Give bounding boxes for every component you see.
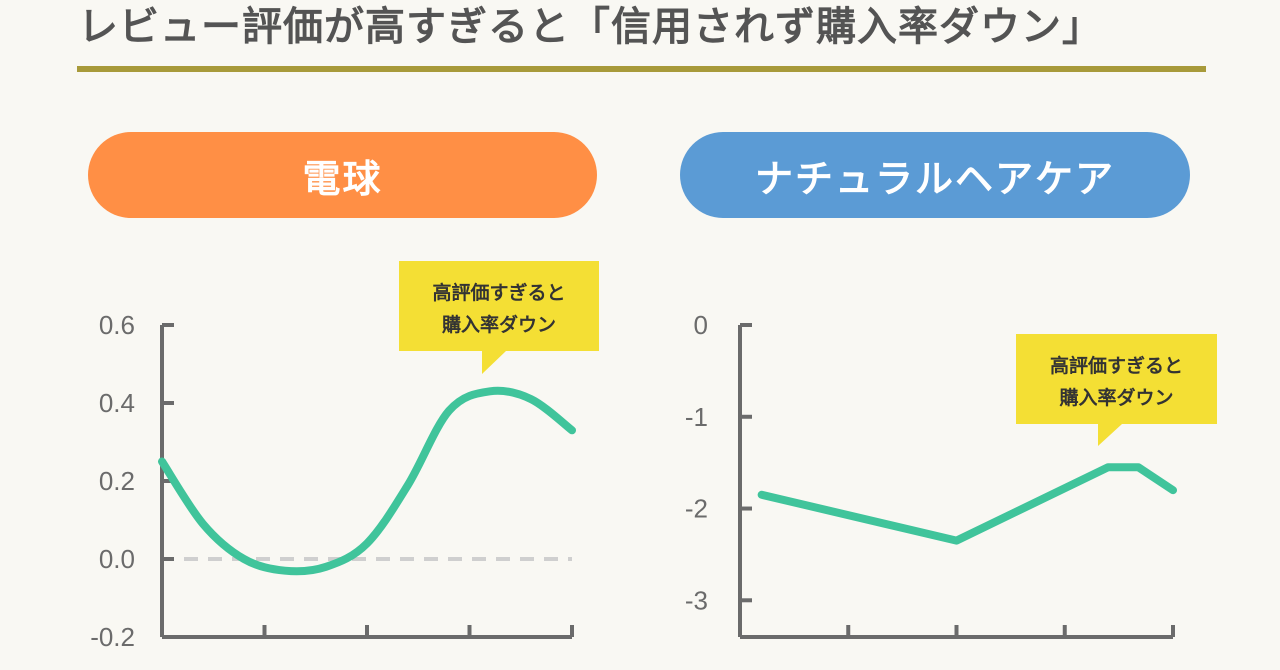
- y-tick-label: -0.2: [90, 622, 135, 652]
- page-title: レビュー評価が高すぎると「信用されず購入率ダウン」: [78, 4, 1103, 50]
- annotation-text-line2: 購入率ダウン: [442, 313, 556, 336]
- y-tick-label: 0.2: [99, 466, 135, 496]
- y-tick-label: 0.4: [99, 388, 135, 418]
- y-tick-label: 0: [694, 310, 708, 340]
- y-tick-label: -1: [685, 402, 708, 432]
- annotation-text-line2: 購入率ダウン: [1059, 386, 1173, 409]
- title-underline: [77, 66, 1206, 72]
- annotation-callout: [1016, 334, 1217, 446]
- y-tick-label: -3: [685, 585, 708, 615]
- annotation-text-line1: 高評価すぎると: [1050, 354, 1183, 377]
- annotation-text-line1: 高評価すぎると: [432, 281, 565, 304]
- y-tick-label: 0.6: [99, 310, 135, 340]
- series-line: [158, 386, 576, 576]
- panel-label-left: 電球: [88, 132, 597, 218]
- panel-label-right: ナチュラルヘアケア: [680, 132, 1190, 218]
- y-tick-label: 0.0: [99, 544, 135, 574]
- annotation-callout: [399, 261, 599, 374]
- series-line: [757, 463, 1177, 545]
- y-tick-label: -2: [685, 494, 708, 524]
